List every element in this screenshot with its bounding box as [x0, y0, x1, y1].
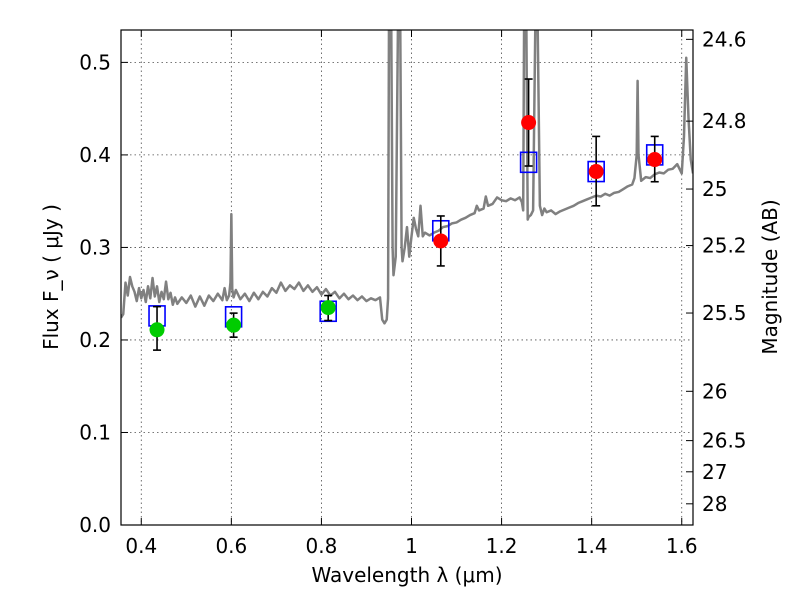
model-spectrum-line	[121, 30, 693, 325]
x-tick-label: 1.2	[486, 534, 518, 558]
y-tick-label: 0.2	[79, 328, 111, 352]
right-tick-label: 26.5	[702, 429, 747, 453]
right-tick-label: 28	[702, 492, 727, 516]
x-tick-label: 0.4	[125, 534, 157, 558]
axis-ticks: 0.4 0.6 0.8 1 1.2 1.4 1.6 0.0 0.1 0.2 0.3 0.4 0.5 24.…	[79, 27, 746, 558]
y-axis-label: Flux F_ν ( μJy )	[39, 204, 63, 350]
right-tick-label: 24.8	[702, 109, 747, 133]
right-tick-label: 25	[702, 177, 727, 201]
plot-frame	[120, 29, 694, 526]
observed-point	[149, 322, 165, 338]
y-tick-label: 0.0	[79, 513, 111, 537]
observed-point	[320, 300, 336, 316]
x-tick-label: 1	[405, 534, 418, 558]
observed-point	[647, 152, 663, 168]
plot-data	[121, 30, 693, 351]
observed-point	[588, 164, 604, 180]
observed-point	[226, 317, 242, 333]
x-tick-label: 1.6	[666, 534, 698, 558]
x-tick-label: 0.8	[306, 534, 338, 558]
x-tick-label: 0.6	[215, 534, 247, 558]
observed-point	[521, 115, 537, 131]
y-tick-label: 0.1	[79, 420, 111, 444]
right-tick-label: 24.6	[702, 27, 747, 51]
right-tick-label: 26	[702, 379, 727, 403]
right-tick-label: 25.2	[702, 234, 747, 258]
right-tick-label: 27	[702, 460, 727, 484]
y-tick-label: 0.5	[79, 50, 111, 74]
right-tick-label: 25.5	[702, 301, 747, 325]
observed-point	[433, 233, 449, 249]
right-axis-label: Magnitude (AB)	[758, 199, 782, 354]
x-axis-label: Wavelength λ (μm)	[311, 563, 502, 587]
x-tick-label: 1.4	[576, 534, 608, 558]
y-tick-label: 0.3	[79, 235, 111, 259]
y-tick-label: 0.4	[79, 143, 111, 167]
